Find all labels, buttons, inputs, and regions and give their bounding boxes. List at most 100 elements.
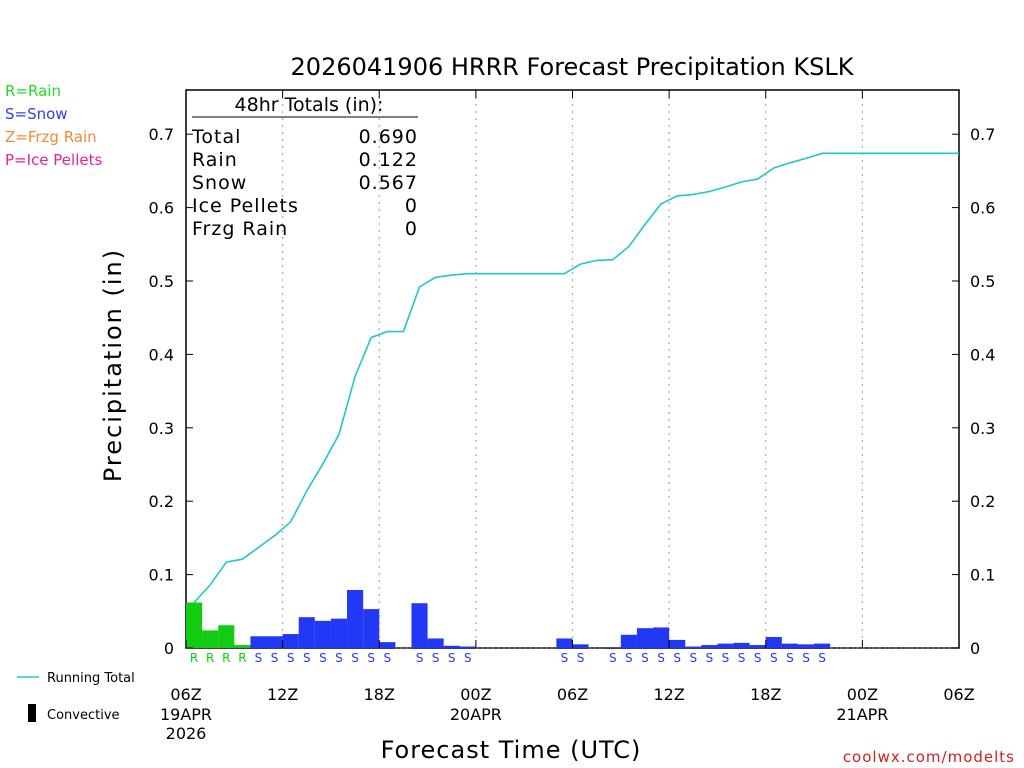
- convective-swatch: [28, 704, 36, 722]
- totals-row-value: 0.567: [359, 172, 418, 194]
- x-tick-label: 00Z: [460, 685, 491, 704]
- y-tick-label: 0.2: [149, 492, 174, 511]
- hourly-ptype-label: S: [738, 651, 746, 665]
- y-axis-right: 0 0.1 0.2 0.3 0.4 0.5 0.6 0.7: [952, 125, 995, 658]
- y-tick-label: 0: [164, 639, 174, 658]
- running-total-line: [193, 152, 959, 604]
- y-tick-label: 0.5: [149, 272, 174, 291]
- x-tick-sublabel: 20APR: [450, 705, 502, 724]
- x-tick-label: 12Z: [653, 685, 684, 704]
- hourly-ptype-label: S: [625, 651, 633, 665]
- hourly-bar: [379, 642, 396, 648]
- hourly-bar: [282, 634, 299, 648]
- hourly-ptype-label: S: [255, 651, 263, 665]
- hourly-ptype-label: S: [319, 651, 327, 665]
- x-tick-label: 00Z: [847, 685, 878, 704]
- x-axis-label: Forecast Time (UTC): [381, 736, 642, 764]
- hourly-ptype-label: S: [383, 651, 391, 665]
- totals-row-value: 0.690: [359, 126, 418, 148]
- y-tick-label-right: 0.4: [970, 345, 995, 364]
- hourly-bar: [669, 639, 686, 648]
- hourly-bar: [717, 643, 734, 648]
- hourly-ptype-label: S: [448, 651, 456, 665]
- hourly-bar: [427, 638, 444, 648]
- hourly-bar: [604, 647, 621, 648]
- hourly-ptype-label: S: [271, 651, 279, 665]
- hourly-bar: [733, 642, 750, 648]
- hourly-bar: [781, 643, 798, 648]
- hourly-bar: [685, 646, 702, 648]
- x-tick-label: 12Z: [267, 685, 298, 704]
- x-tick-label: 18Z: [364, 685, 395, 704]
- y-tick-label: 0.1: [149, 566, 174, 585]
- x-tick-label: 06Z: [557, 685, 588, 704]
- chart-title: 2026041906 HRRR Forecast Precipitation K…: [291, 53, 855, 81]
- hourly-ptype-label: S: [287, 651, 295, 665]
- hourly-bar: [363, 609, 380, 648]
- hourly-ptype-label: R: [206, 651, 214, 665]
- totals-row-label: Frzg Rain: [192, 218, 288, 240]
- hourly-ptype-label: S: [722, 651, 730, 665]
- hourly-ptype-label: S: [367, 651, 375, 665]
- hourly-ptype-label: S: [416, 651, 424, 665]
- y-tick-label-right: 0.6: [970, 199, 995, 218]
- y-axis-label: Precipitation (in): [99, 248, 127, 482]
- hourly-bar: [636, 628, 654, 648]
- y-tick-label-right: 0.2: [970, 492, 995, 511]
- hourly-ptype-label: S: [770, 651, 778, 665]
- hourly-ptype-label: S: [609, 651, 617, 665]
- totals-row-value: 0: [405, 218, 418, 240]
- hourly-ptype-label: S: [802, 651, 810, 665]
- ptype-legend-item: P=Ice Pellets: [5, 151, 102, 169]
- hourly-bar: [765, 636, 782, 648]
- y-tick-label: 0.3: [149, 419, 174, 438]
- hourly-bar: [797, 644, 815, 648]
- y-tick-label: 0.4: [149, 345, 174, 364]
- hourly-bar: [701, 645, 718, 648]
- hourly-bar: [330, 618, 348, 648]
- hourly-bar: [234, 645, 251, 648]
- hourly-bar: [411, 603, 428, 648]
- running-total-legend-label: Running Total: [47, 671, 135, 686]
- y-tick-label-right: 0: [970, 639, 980, 658]
- hourly-bars: [186, 590, 959, 649]
- hourly-ptype-label: S: [561, 651, 569, 665]
- hourly-ptype-label: S: [657, 651, 665, 665]
- vertical-gridlines: [282, 90, 863, 648]
- hourly-ptype-label: S: [786, 651, 794, 665]
- hourly-ptype-label: S: [464, 651, 472, 665]
- totals-row-value: 0: [405, 195, 418, 217]
- hourly-bar: [266, 636, 283, 648]
- hourly-ptype-label: S: [641, 651, 649, 665]
- hourly-bar: [653, 627, 670, 648]
- hourly-bar: [443, 645, 460, 648]
- hourly-ptype-label: R: [222, 651, 230, 665]
- hourly-bar: [202, 630, 219, 648]
- hourly-bar: [250, 636, 267, 648]
- hourly-ptype-label: S: [577, 651, 585, 665]
- series-legend: Running Total Convective: [17, 671, 135, 723]
- hourly-ptype-label: R: [238, 651, 246, 665]
- hourly-ptype-label: S: [673, 651, 681, 665]
- hourly-bar: [620, 634, 637, 648]
- hourly-ptype-label: R: [190, 651, 198, 665]
- x-tick-label: 18Z: [750, 685, 781, 704]
- hourly-bar: [298, 617, 315, 648]
- y-tick-label: 0.6: [149, 199, 174, 218]
- plot-frame: [185, 89, 960, 649]
- x-tick-sublabel: 19APR: [160, 705, 212, 724]
- totals-row-label: Ice Pellets: [192, 195, 299, 217]
- totals-row-value: 0.122: [359, 149, 418, 171]
- hourly-bar: [572, 644, 589, 648]
- y-tick-label-right: 0.5: [970, 272, 995, 291]
- hourly-ptype-label: S: [706, 651, 714, 665]
- convective-legend-label: Convective: [47, 708, 120, 723]
- totals-row-label: Total: [191, 126, 241, 148]
- hourly-ptype-label: S: [335, 651, 343, 665]
- watermark-link[interactable]: coolwx.com/modelts: [843, 748, 1015, 766]
- hourly-ptype-label: S: [754, 651, 762, 665]
- ptype-legend-item: S=Snow: [5, 105, 68, 123]
- totals-heading: 48hr Totals (in):: [235, 94, 384, 116]
